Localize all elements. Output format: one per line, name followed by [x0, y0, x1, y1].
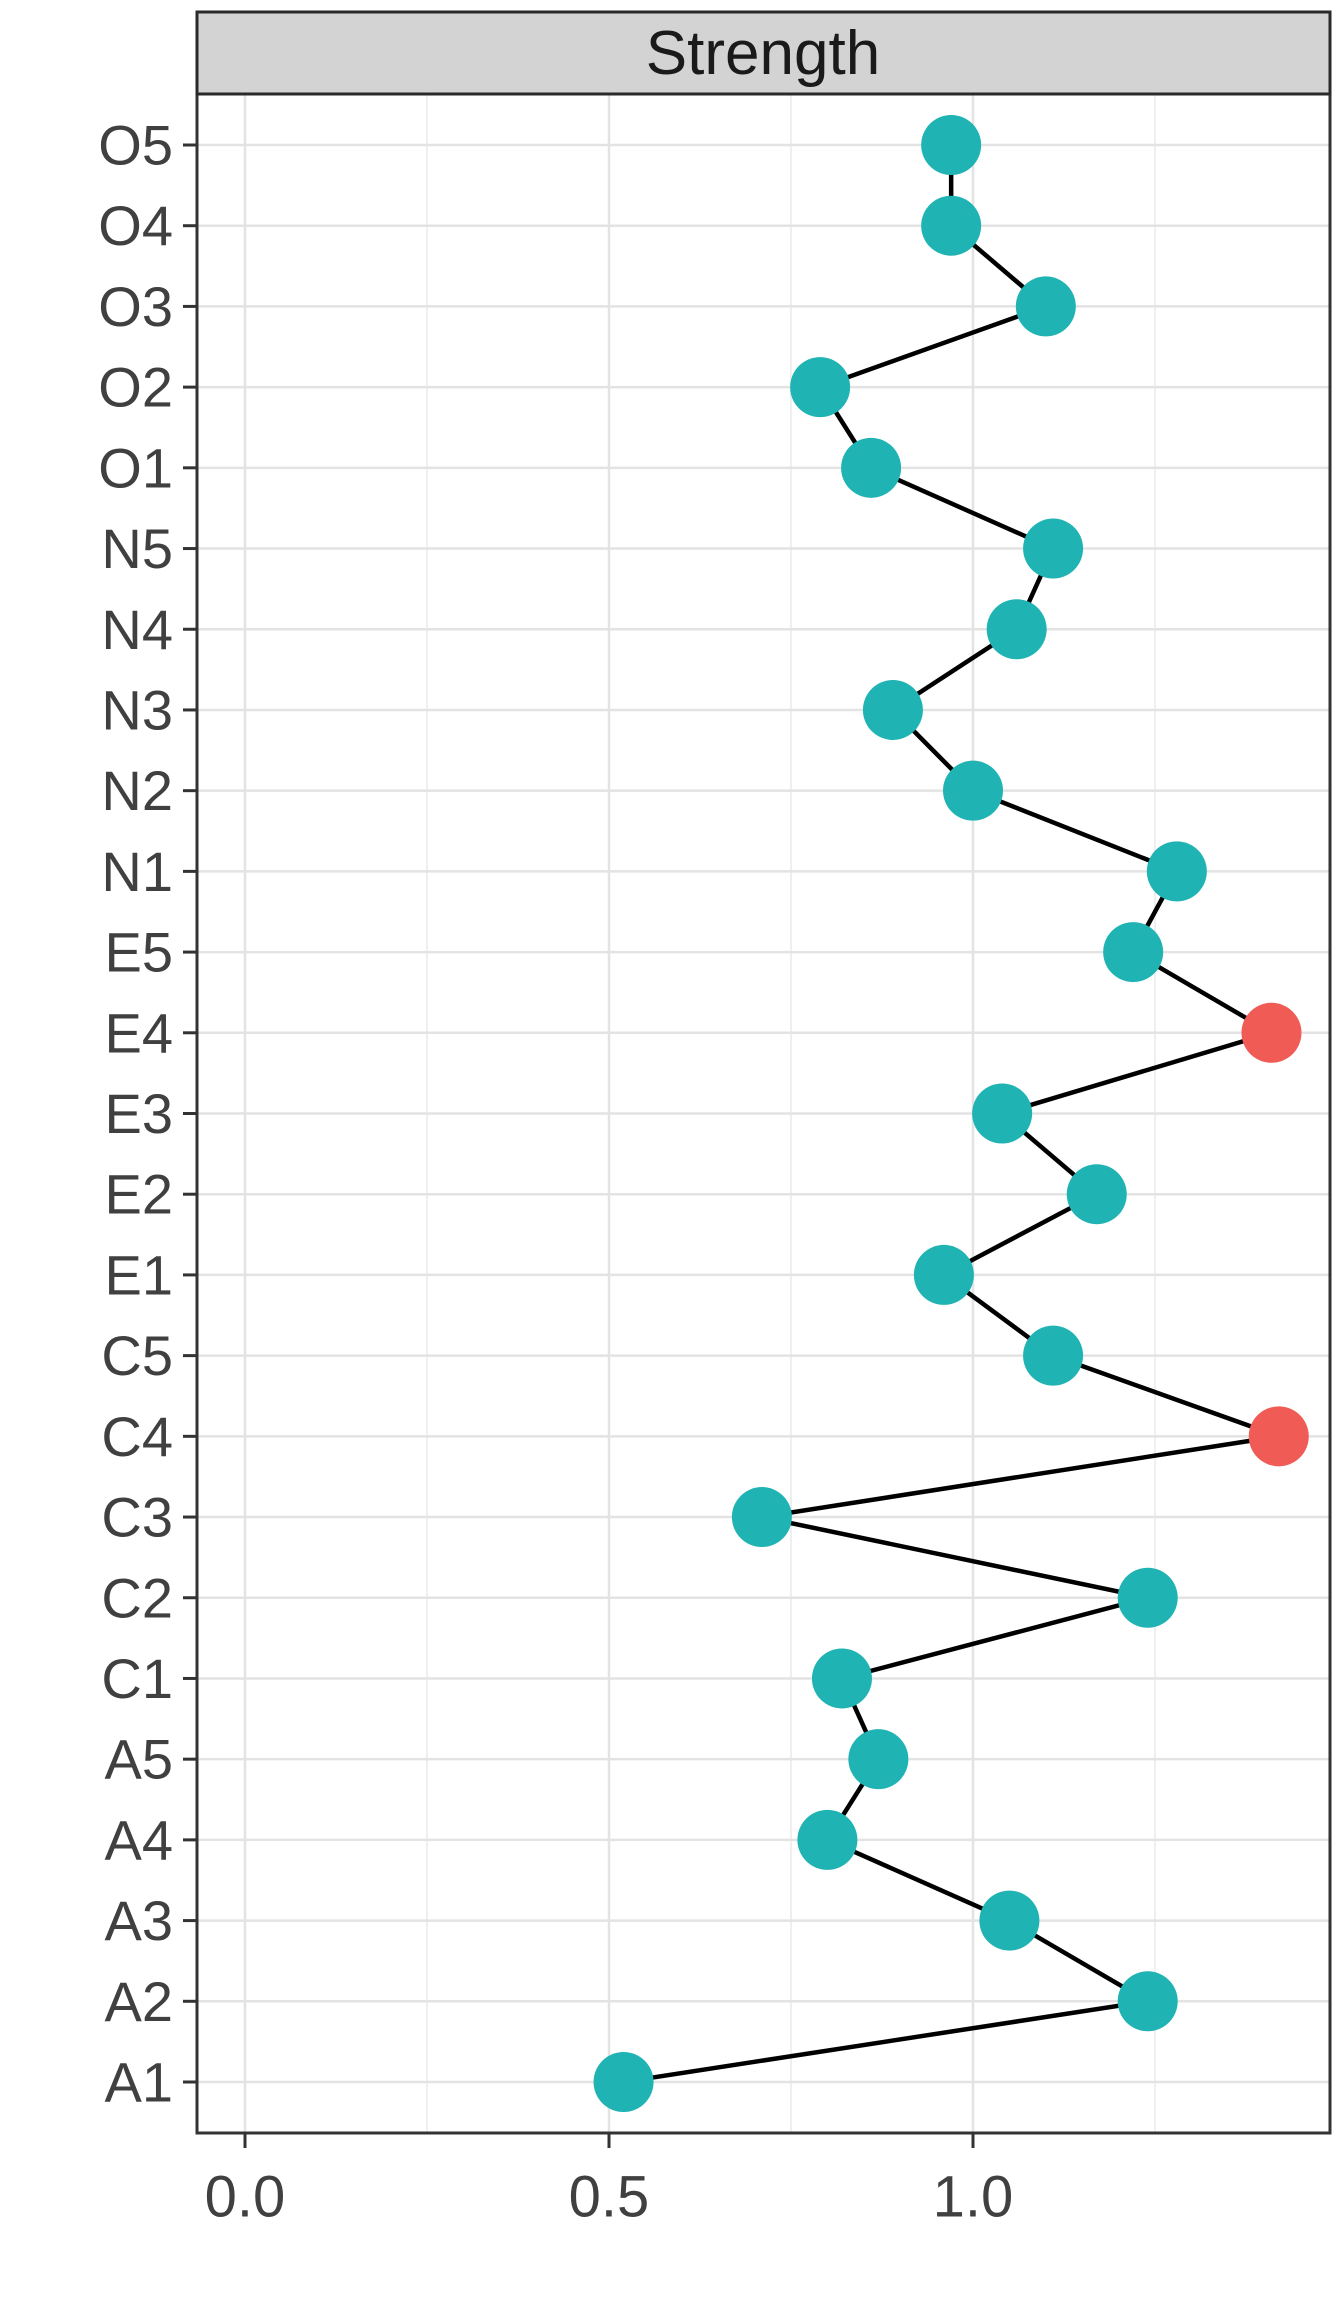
- data-point-E1: [913, 1244, 974, 1305]
- data-point-C3: [731, 1487, 792, 1548]
- data-point-A5: [848, 1729, 909, 1790]
- data-point-O2: [790, 357, 851, 418]
- data-point-N3: [862, 679, 923, 740]
- y-axis-label-O5: O5: [98, 114, 173, 177]
- data-point-O5: [921, 115, 982, 175]
- y-axis-label-A4: A4: [105, 1808, 174, 1871]
- x-axis-label-1.0: 1.0: [933, 2165, 1014, 2230]
- y-axis-label-O2: O2: [98, 356, 173, 419]
- data-point-N2: [943, 760, 1003, 821]
- y-axis-label-C3: C3: [101, 1486, 173, 1549]
- y-axis-label-E5: E5: [105, 921, 174, 984]
- y-axis-label-N1: N1: [101, 840, 173, 903]
- y-axis-label-C1: C1: [101, 1647, 173, 1710]
- y-axis-label-A3: A3: [105, 1889, 174, 1952]
- facet-strip: [195, 10, 1332, 96]
- facet-strip-title: Strength: [646, 19, 880, 88]
- y-axis-label-C5: C5: [101, 1324, 173, 1387]
- data-point-O4: [921, 195, 982, 256]
- y-axis-label-O3: O3: [98, 275, 173, 338]
- y-axis-label-E4: E4: [105, 1001, 174, 1064]
- y-axis-label-A5: A5: [105, 1728, 174, 1791]
- y-axis-label-A1: A1: [105, 2051, 174, 2114]
- data-point-E2: [1066, 1164, 1127, 1225]
- x-axis-label-0.0: 0.0: [205, 2165, 286, 2230]
- data-point-N4: [986, 599, 1047, 660]
- data-point-N1: [1146, 841, 1207, 902]
- y-axis-label-E2: E2: [105, 1163, 174, 1226]
- data-point-E4-highlighted: [1241, 1002, 1302, 1063]
- x-axis-label-0.5: 0.5: [569, 2165, 650, 2230]
- y-axis-label-C2: C2: [101, 1566, 173, 1629]
- data-point-N5: [1023, 518, 1084, 579]
- y-axis-label-E1: E1: [105, 1243, 174, 1306]
- y-axis-label-N2: N2: [101, 759, 173, 822]
- y-axis-label-C4: C4: [101, 1405, 173, 1468]
- y-axis-label-N4: N4: [101, 598, 173, 661]
- y-axis-label-E3: E3: [105, 1082, 174, 1145]
- data-point-O3: [1015, 276, 1076, 337]
- y-axis-label-O4: O4: [98, 194, 173, 257]
- gridlines: [197, 94, 1330, 2133]
- data-point-C2: [1117, 1567, 1178, 1628]
- y-axis-label-N3: N3: [101, 678, 173, 741]
- data-series: [593, 115, 1309, 2112]
- axes: O5 O4 O3 O2 O1 N5 N4 N3 N2 N1 E5 E4 E3 E2 E1 C5 C4 C3 C2 C1…: [98, 114, 1013, 2230]
- y-axis-label-N5: N5: [101, 517, 173, 580]
- data-point-A2: [1117, 1971, 1178, 2032]
- data-point-C4-highlighted: [1248, 1406, 1309, 1467]
- data-point-O1: [841, 437, 902, 498]
- y-axis-label-A2: A2: [105, 1970, 174, 2033]
- data-point-A4: [797, 1809, 858, 1870]
- data-point-E5: [1103, 922, 1164, 983]
- data-point-E3: [972, 1083, 1033, 1144]
- y-axis-label-O1: O1: [98, 436, 173, 499]
- data-point-C1: [811, 1648, 872, 1709]
- data-point-A1: [593, 2052, 654, 2112]
- data-point-C5: [1023, 1325, 1084, 1386]
- data-point-A3: [979, 1890, 1040, 1951]
